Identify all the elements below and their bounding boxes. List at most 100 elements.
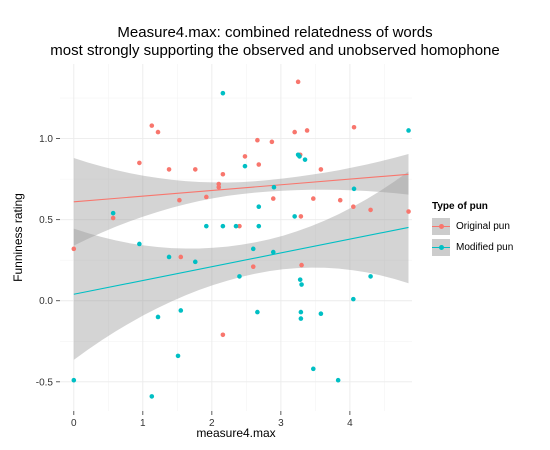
- data-point-original: [351, 204, 356, 209]
- data-point-modified: [233, 223, 239, 229]
- data-point-modified: [149, 394, 155, 399]
- x-axis-label: measure4.max: [196, 426, 275, 440]
- legend-item-modified: Modified pun: [432, 237, 547, 258]
- data-point-modified: [110, 210, 116, 216]
- data-point-original: [298, 214, 304, 219]
- data-points: [71, 79, 411, 399]
- y-tick-label: 0.5: [39, 215, 53, 226]
- legend-dot-original: [439, 224, 444, 229]
- data-point-modified: [178, 308, 184, 313]
- data-point-modified: [270, 249, 276, 255]
- data-point-modified: [71, 377, 77, 383]
- x-tick-label: 4: [347, 418, 353, 429]
- data-point-original: [337, 197, 343, 203]
- confidence-band-modified: [73, 171, 409, 360]
- data-point-original: [368, 207, 373, 213]
- data-point-original: [237, 223, 242, 229]
- data-point-original: [295, 79, 301, 85]
- data-point-original: [149, 123, 155, 128]
- data-point-modified: [175, 353, 181, 359]
- fit-line-original: [73, 173, 409, 203]
- data-point-original: [216, 181, 222, 187]
- y-tick-label: 0.0: [39, 296, 53, 307]
- data-point-original: [204, 194, 209, 200]
- chart-subtitle: most strongly supporting the observed an…: [50, 42, 500, 59]
- data-point-original: [110, 215, 116, 221]
- legend-label-original: Original pun: [456, 221, 510, 232]
- data-point-original: [220, 332, 226, 338]
- data-point-modified: [192, 259, 198, 265]
- data-point-original: [242, 154, 248, 159]
- data-point-original: [299, 262, 304, 268]
- data-point-original: [318, 167, 324, 172]
- legend-title: Type of pun: [432, 201, 488, 212]
- x-tick-label: 0: [71, 418, 77, 429]
- data-point-original: [192, 167, 198, 172]
- data-point-modified: [166, 254, 172, 260]
- data-point-original: [292, 129, 297, 135]
- data-point-original: [216, 184, 222, 190]
- data-point-modified: [311, 366, 316, 372]
- data-point-modified: [292, 214, 297, 219]
- data-point-original: [406, 209, 411, 214]
- data-point-modified: [318, 311, 324, 317]
- legend-dot-modified: [439, 245, 444, 250]
- data-point-original: [177, 197, 182, 203]
- data-point-original: [256, 162, 262, 167]
- confidence-band-original: [73, 154, 409, 246]
- grid-lines: [60, 64, 412, 411]
- legend-key-modified: [432, 239, 450, 256]
- y-axis-label: Funniness rating: [11, 193, 25, 282]
- data-point-modified: [220, 90, 226, 96]
- data-point-modified: [298, 316, 304, 321]
- x-tick-label: 3: [278, 418, 284, 429]
- data-point-original: [178, 254, 184, 260]
- data-point-modified: [242, 163, 248, 169]
- data-point-modified: [351, 186, 357, 192]
- data-point-modified: [368, 274, 373, 279]
- legend-item-original: Original pun: [432, 216, 547, 237]
- data-point-modified: [137, 241, 142, 247]
- data-point-original: [255, 137, 260, 143]
- plot-panel: [60, 64, 412, 411]
- legend-key-original: [432, 218, 450, 235]
- x-tick-label: 1: [140, 418, 146, 429]
- data-point-modified: [297, 154, 302, 159]
- data-point-modified: [302, 157, 308, 162]
- data-point-modified: [256, 223, 262, 229]
- y-tick-label: -0.5: [36, 377, 54, 388]
- data-point-modified: [406, 128, 411, 133]
- legend: Type of pun Original pun Modified pun: [432, 201, 547, 258]
- data-point-modified: [256, 204, 262, 209]
- data-point-original: [304, 128, 310, 133]
- data-point-original: [220, 171, 226, 177]
- data-point-modified: [250, 246, 256, 252]
- x-tick-label: 2: [209, 418, 215, 429]
- data-point-modified: [204, 223, 209, 229]
- data-point-modified: [255, 309, 260, 315]
- data-point-original: [311, 196, 316, 201]
- data-point-original: [137, 160, 142, 166]
- data-point-modified: [155, 314, 161, 320]
- fit-line-modified: [73, 226, 409, 295]
- data-point-modified: [297, 277, 303, 282]
- chart-title: Measure4.max: combined relatedness of wo…: [117, 24, 433, 41]
- data-point-modified: [298, 309, 304, 315]
- data-point-original: [269, 139, 275, 145]
- data-point-original: [270, 196, 276, 201]
- data-point-original: [166, 167, 172, 172]
- data-point-modified: [271, 184, 277, 190]
- data-point-modified: [299, 282, 304, 287]
- fit-lines: [73, 173, 409, 295]
- data-point-modified: [237, 274, 242, 279]
- data-point-original: [351, 124, 357, 130]
- data-point-modified: [335, 377, 341, 383]
- axes: 0 1 2 3 4 -0.5 0.0 0.5 1.0 measure4.max Funniness …: [11, 134, 353, 440]
- data-point-original: [71, 246, 77, 252]
- confidence-bands: [73, 154, 409, 360]
- data-point-modified: [351, 296, 356, 302]
- data-point-original: [250, 264, 256, 269]
- data-point-original: [155, 129, 161, 135]
- legend-label-modified: Modified pun: [456, 242, 514, 253]
